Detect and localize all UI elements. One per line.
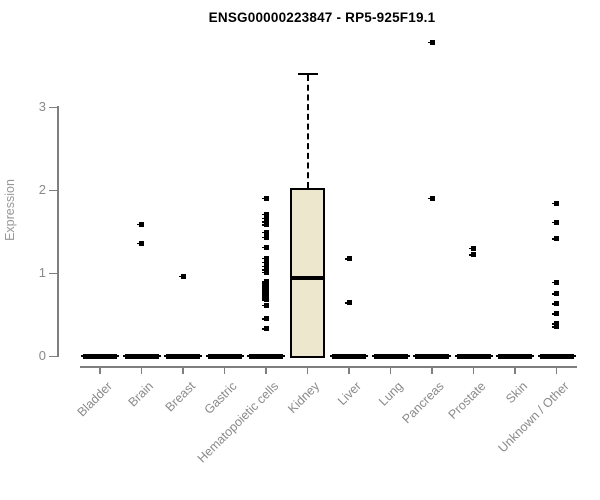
outlier-point (469, 245, 476, 251)
x-category-label: Lung (375, 379, 406, 409)
x-category-label: Liver (334, 379, 364, 409)
x-category-label: Prostate (445, 379, 489, 422)
outlier-point (552, 200, 559, 206)
x-axis-tick (223, 366, 226, 374)
x-category-label: Hematopoietic cells (194, 379, 281, 466)
outlier-point (261, 234, 269, 240)
outlier-point (261, 326, 269, 332)
outlier-point (261, 222, 269, 228)
outlier-point (261, 269, 269, 275)
outlier-point (261, 263, 269, 269)
outlier-point (469, 252, 476, 258)
outlier-point (261, 229, 269, 235)
chart-title: ENSG00000223847 - RP5-925F19.1 (208, 10, 436, 25)
y-axis-tick (49, 272, 57, 274)
y-axis-line (57, 106, 59, 357)
outlier-point (552, 236, 559, 242)
y-axis-tick (49, 189, 57, 191)
outlier-point (344, 300, 352, 306)
outlier-point (552, 324, 559, 330)
zero-collapsed-box (332, 353, 366, 359)
outlier-point (552, 321, 559, 327)
outlier-point (261, 316, 269, 322)
x-axis-tick (99, 366, 101, 374)
y-tick-label: 3 (38, 99, 46, 114)
x-category-label: Bladder (74, 379, 115, 420)
y-axis-tick (49, 355, 57, 357)
x-category-label: Kidney (285, 379, 323, 416)
outlier-point (261, 302, 269, 308)
x-axis-tick (182, 366, 184, 374)
zero-collapsed-box (124, 353, 159, 359)
x-category-label: Gastric (201, 379, 240, 417)
zero-collapsed-box (415, 353, 449, 359)
x-category-label: Unknown / Other (495, 379, 572, 456)
outlier-point (261, 244, 269, 250)
x-category-label: Breast (162, 379, 198, 415)
outlier-point (178, 273, 186, 279)
x-axis-tick (555, 366, 558, 374)
zero-collapsed-box (498, 353, 532, 359)
outlier-point (261, 195, 269, 201)
outlier-point (427, 39, 435, 45)
x-axis-tick (306, 366, 309, 374)
y-axis-label: Expression (3, 179, 17, 241)
x-axis-tick (472, 366, 475, 374)
zero-collapsed-box (456, 353, 491, 359)
zero-collapsed-box (83, 353, 117, 359)
x-axis-tick (514, 366, 516, 374)
box-iqr (290, 187, 325, 358)
y-tick-label: 0 (38, 348, 46, 363)
upper-whisker-cap (297, 72, 318, 75)
x-axis-tick (140, 366, 143, 374)
outlier-point (344, 256, 352, 262)
upper-whisker (306, 74, 309, 188)
y-axis-tick (49, 106, 57, 108)
outlier-point (552, 219, 559, 225)
outlier-point (427, 195, 435, 201)
x-axis-tick (265, 366, 267, 374)
outlier-point (261, 259, 269, 265)
outlier-point (261, 297, 269, 303)
outlier-point (261, 215, 269, 221)
x-axis-line (80, 366, 577, 368)
outlier-point (261, 219, 269, 225)
x-category-label: Skin (502, 379, 530, 407)
x-axis-tick (389, 366, 392, 374)
median-line (290, 275, 325, 280)
outlier-point (552, 301, 559, 307)
outlier-point (261, 255, 269, 261)
outlier-point (137, 221, 144, 227)
outlier-point (137, 240, 144, 246)
y-tick-label: 1 (38, 265, 46, 280)
outlier-point (552, 311, 559, 317)
x-category-label: Brain (125, 379, 157, 410)
x-axis-tick (348, 366, 350, 374)
zero-collapsed-box (249, 353, 283, 359)
zero-collapsed-box (166, 353, 200, 359)
zero-collapsed-box (373, 353, 408, 359)
y-tick-label: 2 (38, 182, 46, 197)
x-category-label: Pancreas (399, 379, 447, 427)
outlier-point (552, 291, 559, 297)
outlier-point (552, 279, 559, 285)
zero-collapsed-box (539, 353, 574, 359)
outlier-point (261, 211, 269, 217)
x-axis-tick (431, 366, 433, 374)
zero-collapsed-box (207, 353, 242, 359)
